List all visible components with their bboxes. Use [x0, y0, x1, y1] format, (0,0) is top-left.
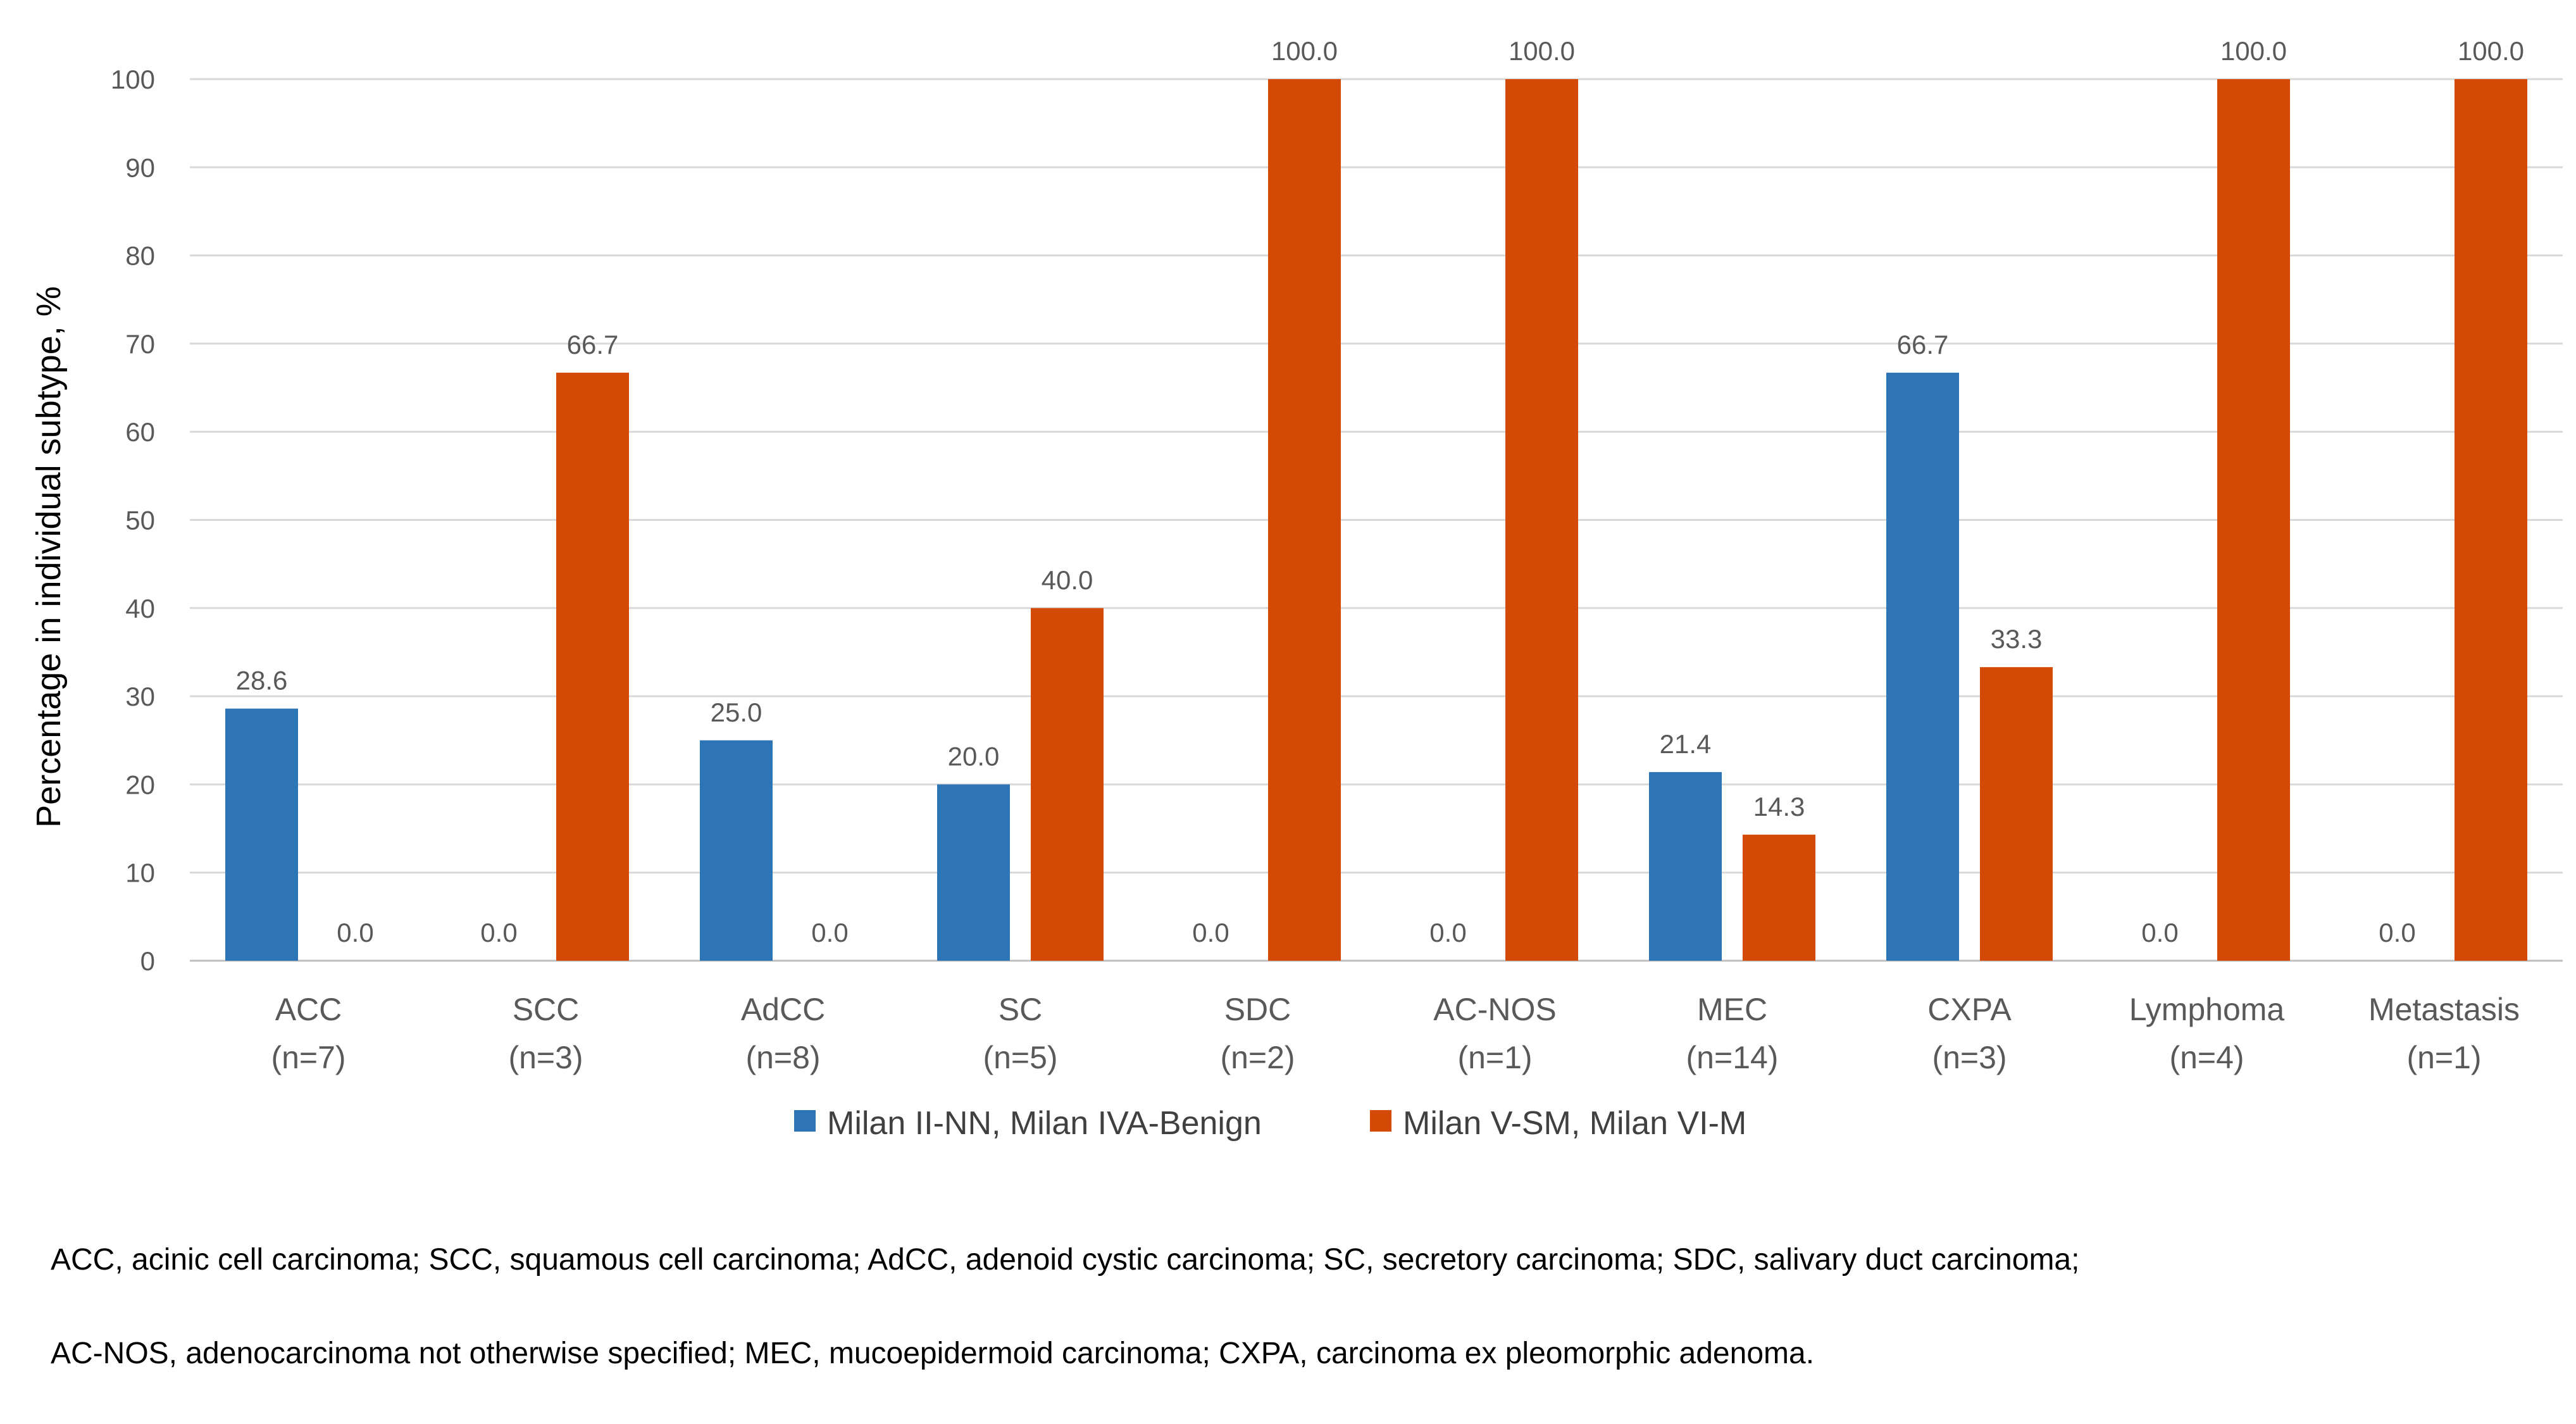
bar-malignant	[1980, 667, 2053, 961]
data-label: 100.0	[2220, 36, 2287, 66]
legend-swatch	[794, 1110, 816, 1132]
data-label: 0.0	[2141, 918, 2178, 947]
y-tick-label: 30	[125, 682, 155, 711]
legend-label: Milan II-NN, Milan IVA-Benign	[827, 1105, 1262, 1142]
y-tick-label: 50	[125, 506, 155, 535]
category-label: SCC	[513, 992, 580, 1027]
bar-malignant	[1268, 79, 1341, 961]
data-label: 40.0	[1042, 565, 1093, 595]
data-label: 0.0	[1429, 918, 1466, 947]
y-axis-label: Percentage in individual subtype, %	[30, 286, 68, 828]
bar-malignant	[1743, 834, 1815, 961]
y-tick-label: 40	[125, 594, 155, 623]
bar-benign	[1886, 372, 1959, 961]
category-labels: ACC (n=7) SCC (n=3) AdCC (n=8) SC (n=5) SDC (n=2)…	[271, 992, 2520, 1075]
y-tick-label: 80	[125, 241, 155, 271]
bar-benign	[700, 740, 773, 961]
legend-label: Milan V-SM, Milan VI-M	[1403, 1105, 1746, 1142]
bar-chart: 28.60.0 0.066.725.00.020.040.00.0100.00.0…	[30, 36, 2563, 1142]
category-count-label: (n=14)	[1686, 1040, 1779, 1075]
data-label: 66.7	[567, 330, 619, 359]
category-count-label: (n=5)	[983, 1040, 1057, 1075]
data-label: 0.0	[337, 918, 373, 947]
y-tick-label: 10	[125, 858, 155, 888]
bar-malignant	[2217, 79, 2290, 961]
bar-benign	[1649, 771, 1722, 961]
data-label: 100.0	[2458, 36, 2524, 66]
category-label: MEC	[1697, 992, 1767, 1027]
category-label: AdCC	[741, 992, 825, 1027]
data-label: 0.0	[811, 918, 848, 947]
category-label: SDC	[1224, 992, 1291, 1027]
data-label: 21.4	[1660, 729, 1712, 759]
gridlines	[190, 78, 2563, 962]
y-tick-label: 20	[125, 770, 155, 799]
category-label: Lymphoma	[2129, 992, 2285, 1027]
category-label: ACC	[275, 992, 342, 1027]
bar-malignant	[1505, 79, 1578, 961]
data-label: 14.3	[1753, 792, 1805, 821]
category-label: SC	[999, 992, 1042, 1027]
bar-malignant	[2455, 79, 2527, 961]
category-count-label: (n=2)	[1220, 1040, 1295, 1075]
category-count-label: (n=7)	[271, 1040, 345, 1075]
category-label: AC-NOS	[1433, 992, 1556, 1027]
category-count-label: (n=1)	[1457, 1040, 1532, 1075]
y-tick-labels: 0 10 20 30 40 50 60 70 80 90 100	[111, 65, 155, 976]
footnote-line-1: ACC, acinic cell carcinoma; SCC, squamou…	[51, 1243, 2080, 1277]
footnote: ACC, acinic cell carcinoma; SCC, squamou…	[51, 1190, 2518, 1424]
category-count-label: (n=1)	[2406, 1040, 2481, 1075]
legend-swatch	[1370, 1110, 1391, 1132]
category-label: CXPA	[1927, 992, 2012, 1027]
data-label: 100.0	[1509, 36, 1575, 66]
bar-benign	[225, 708, 298, 961]
category-label: Metastasis	[2368, 992, 2520, 1027]
legend: Milan II-NN, Milan IVA-Benign Milan V-SM,…	[794, 1105, 1746, 1142]
data-label: 0.0	[2379, 918, 2415, 947]
category-count-label: (n=8)	[745, 1040, 820, 1075]
y-tick-label: 60	[125, 417, 155, 447]
y-tick-label: 0	[140, 946, 155, 976]
bars	[225, 79, 2527, 961]
category-count-label: (n=3)	[508, 1040, 583, 1075]
y-tick-label: 100	[111, 65, 155, 94]
data-label: 100.0	[1271, 36, 1338, 66]
data-label: 0.0	[480, 918, 517, 947]
bar-malignant	[1031, 608, 1104, 961]
y-tick-label: 70	[125, 329, 155, 359]
data-label: 28.6	[236, 666, 288, 696]
bar-benign	[937, 784, 1010, 961]
data-labels: 28.6 0.0 0.0 66.7 25.0 0.0 20.0 40.0 0.0 100.0 0.0…	[236, 36, 2524, 947]
y-tick-label: 90	[125, 153, 155, 182]
data-label: 25.0	[711, 697, 762, 727]
data-label: 33.3	[1991, 624, 2043, 654]
category-count-label: (n=4)	[2169, 1040, 2244, 1075]
footnote-line-2: AC-NOS, adenocarcinoma not otherwise spe…	[51, 1337, 1815, 1370]
category-count-label: (n=3)	[1932, 1040, 2007, 1075]
bar-malignant	[556, 372, 629, 961]
data-label: 66.7	[1897, 330, 1949, 359]
data-label: 20.0	[948, 741, 1000, 771]
data-label: 0.0	[1192, 918, 1229, 947]
